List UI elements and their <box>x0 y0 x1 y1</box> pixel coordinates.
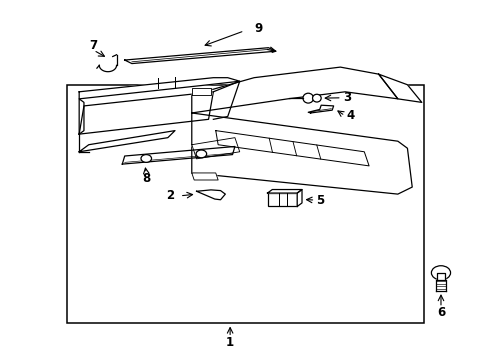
Polygon shape <box>436 273 444 280</box>
Polygon shape <box>378 74 421 102</box>
Bar <box>267 193 297 207</box>
Polygon shape <box>267 189 302 193</box>
Polygon shape <box>297 189 302 207</box>
Text: 4: 4 <box>346 109 354 122</box>
Ellipse shape <box>312 94 321 102</box>
Circle shape <box>141 154 151 162</box>
Polygon shape <box>191 113 411 194</box>
Text: 1: 1 <box>225 336 234 349</box>
Polygon shape <box>79 78 239 99</box>
Text: 8: 8 <box>142 172 150 185</box>
Text: 5: 5 <box>316 194 324 207</box>
Polygon shape <box>79 92 213 134</box>
Text: 9: 9 <box>254 22 263 35</box>
Polygon shape <box>79 131 175 152</box>
Circle shape <box>430 266 449 280</box>
Polygon shape <box>191 173 218 180</box>
Polygon shape <box>191 88 210 95</box>
Polygon shape <box>196 190 225 200</box>
Polygon shape <box>215 131 368 166</box>
Text: 3: 3 <box>342 91 350 104</box>
Polygon shape <box>191 138 239 159</box>
Polygon shape <box>122 147 234 164</box>
Polygon shape <box>124 48 275 64</box>
Polygon shape <box>213 81 239 119</box>
Polygon shape <box>307 105 333 113</box>
Circle shape <box>196 150 206 158</box>
Polygon shape <box>79 99 84 134</box>
Text: 6: 6 <box>436 306 444 319</box>
Text: 2: 2 <box>166 189 174 202</box>
Polygon shape <box>191 67 397 113</box>
Bar <box>67 85 424 323</box>
Ellipse shape <box>303 93 313 103</box>
Text: 7: 7 <box>89 40 98 53</box>
